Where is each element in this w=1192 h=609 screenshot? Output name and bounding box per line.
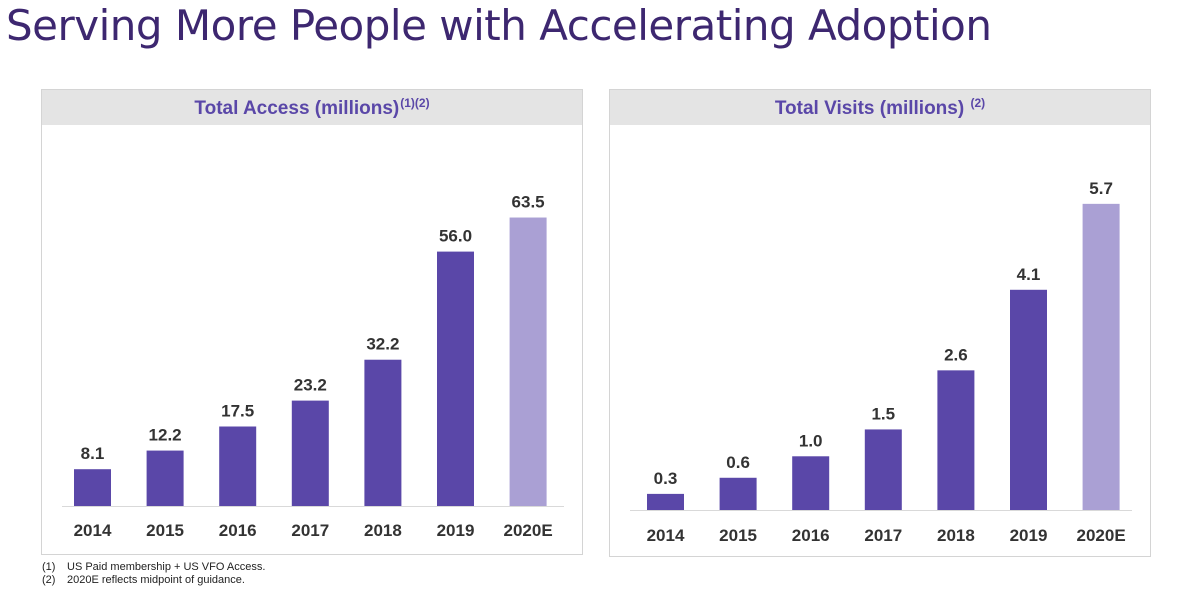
data-label: 56.0 (439, 227, 472, 246)
bar-2019 (437, 251, 474, 506)
bar-2014 (647, 493, 684, 510)
data-label: 12.2 (149, 426, 182, 445)
bar-2015 (146, 450, 184, 506)
footnote-marker: (1) (42, 561, 56, 573)
footnote-2: (2) 2020E reflects midpoint of guidance. (42, 574, 265, 587)
data-label: 0.6 (726, 453, 750, 472)
x-tick-label: 2020E (1077, 526, 1126, 545)
data-label: 5.7 (1089, 179, 1113, 198)
page-title: Serving More People with Accelerating Ad… (6, 1, 992, 50)
bar-2016 (792, 456, 830, 510)
total-visits-chart-panel: Total Visits (millions) (2) 0.3 2014 0.6 20… (609, 89, 1151, 557)
bar-2019 (1010, 289, 1047, 510)
bar-2020e (509, 217, 547, 506)
footnote-marker: (2) (42, 574, 56, 586)
x-tick-label: 2018 (937, 526, 975, 545)
data-label: 2.6 (944, 345, 968, 364)
data-label: 0.3 (654, 469, 678, 488)
x-tick-label: 2019 (1010, 526, 1048, 545)
total-access-bar-chart: 8.1 2014 12.2 2015 17.5 2016 23.2 2017 32.2 2018 5… (62, 193, 564, 540)
footnote-text: 2020E reflects midpoint of guidance. (67, 574, 245, 586)
footnote-1: (1) US Paid membership + US VFO Access. (42, 561, 265, 574)
data-label: 1.5 (871, 404, 895, 423)
chart-title: Total Visits (millions) (2) (774, 95, 986, 119)
chart-header: Total Visits (millions) (2) (610, 90, 1150, 125)
bar-2020e (1082, 203, 1120, 510)
x-tick-label: 2020E (504, 521, 553, 540)
x-tick-label: 2015 (719, 526, 757, 545)
data-label: 63.5 (512, 193, 545, 212)
footnote-text: US Paid membership + US VFO Access. (67, 561, 266, 573)
x-tick-label: 2017 (291, 521, 329, 540)
x-tick-label: 2014 (647, 526, 685, 545)
data-label: 17.5 (221, 402, 254, 421)
chart-title: Total Access (millions)(1)(2) (194, 95, 430, 119)
x-tick-label: 2014 (74, 521, 112, 540)
bar-2018 (937, 370, 975, 510)
chart-title-footnote-ref: (2) (970, 95, 986, 110)
data-label: 8.1 (81, 444, 105, 463)
x-tick-label: 2016 (219, 521, 257, 540)
bar-2016 (219, 426, 257, 506)
total-visits-bar-chart: 0.3 2014 0.6 2015 1.0 2016 1.5 2017 2.6 2018 4.1 20… (630, 179, 1132, 545)
chart-header: Total Access (millions)(1)(2) (42, 90, 582, 125)
bar-2014 (74, 469, 111, 506)
chart-title-footnote-ref: (1)(2) (400, 95, 430, 110)
x-tick-label: 2017 (864, 526, 902, 545)
data-label: 32.2 (366, 335, 399, 354)
data-label: 4.1 (1017, 265, 1041, 284)
x-tick-label: 2018 (364, 521, 402, 540)
x-tick-label: 2016 (792, 526, 830, 545)
total-access-chart-panel: Total Access (millions)(1)(2) 8.1 2014 12.… (41, 89, 583, 555)
data-label: 23.2 (294, 376, 327, 395)
x-tick-label: 2015 (146, 521, 184, 540)
footnotes: (1) US Paid membership + US VFO Access. (… (42, 561, 265, 587)
bar-2017 (864, 429, 902, 510)
data-label: 1.0 (799, 431, 823, 450)
bar-2018 (364, 359, 402, 506)
bar-2015 (719, 477, 757, 510)
x-tick-label: 2019 (437, 521, 475, 540)
bar-2017 (291, 400, 329, 506)
